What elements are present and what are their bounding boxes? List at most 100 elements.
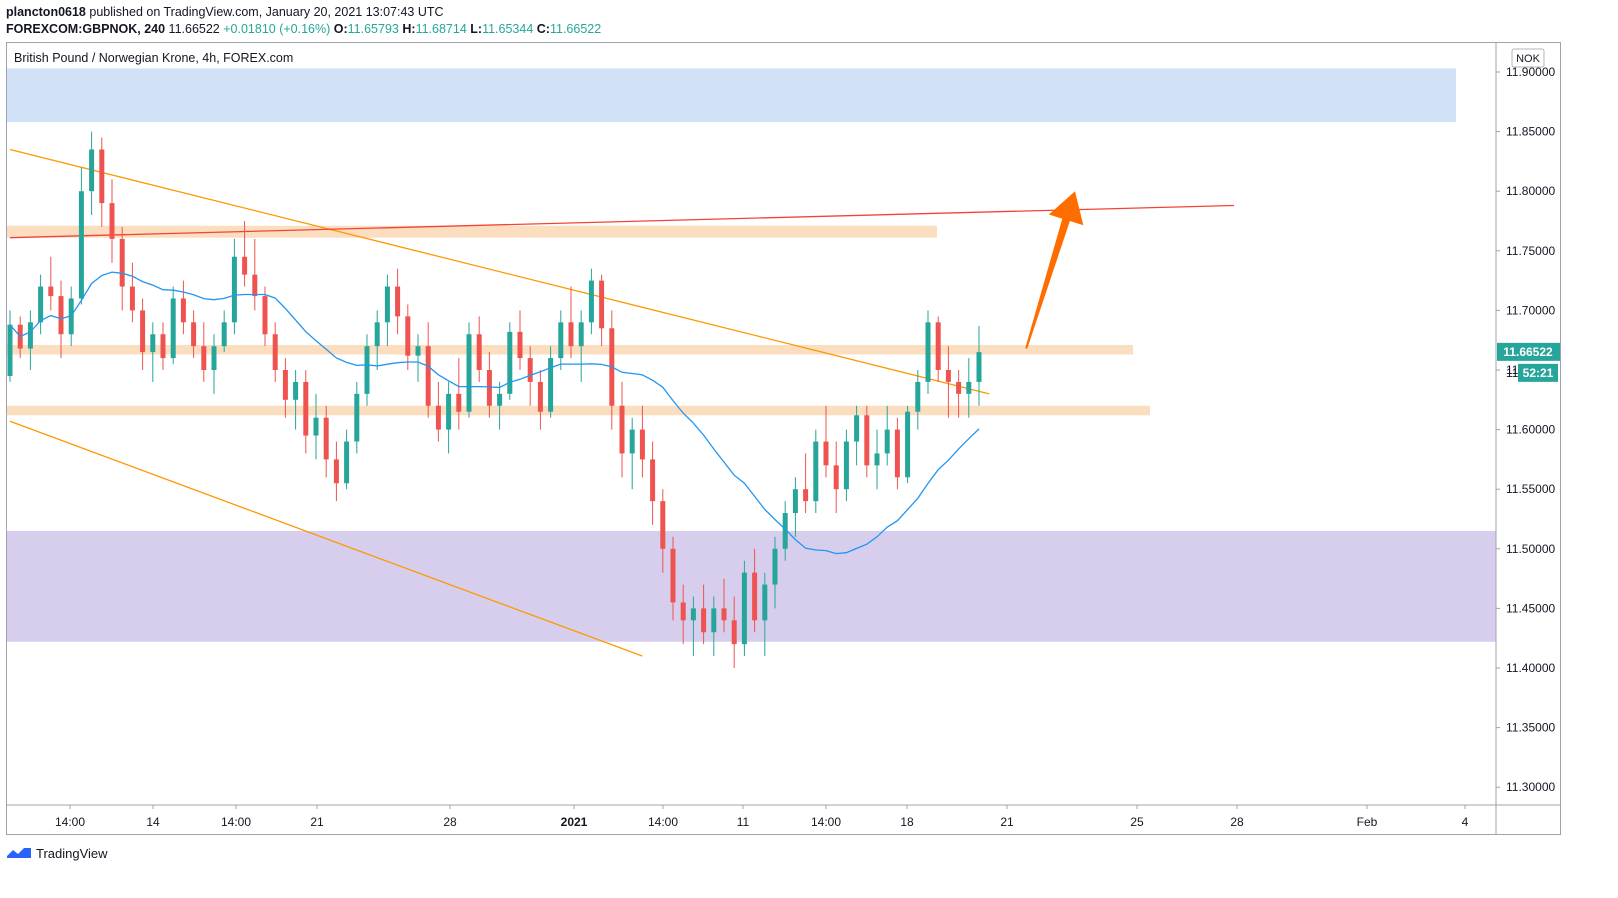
candle-body — [752, 572, 758, 621]
candle-body — [731, 620, 737, 645]
open-label: O: — [333, 22, 348, 36]
candle-body — [507, 331, 513, 394]
candle — [792, 477, 798, 537]
level-11-62 — [7, 405, 1150, 416]
candle-body — [925, 322, 931, 382]
candle-body — [548, 358, 554, 412]
candle-body — [588, 280, 594, 323]
candle — [7, 310, 13, 382]
candle — [803, 453, 809, 514]
y-tick-label: 11.60000 — [1506, 423, 1555, 437]
level-11-77 — [7, 225, 937, 238]
candle-body — [354, 393, 360, 442]
candle — [405, 304, 411, 370]
candle — [89, 131, 95, 216]
candle-body — [517, 331, 523, 359]
candle — [772, 536, 778, 609]
candle — [690, 596, 696, 657]
candle-body — [833, 465, 839, 490]
candle-body — [435, 405, 441, 430]
candle — [374, 310, 380, 370]
y-tick-label: 11.50000 — [1506, 542, 1555, 556]
last-price: 11.66522 — [168, 22, 220, 36]
candle — [364, 334, 370, 406]
candle — [160, 322, 166, 370]
candle — [741, 560, 747, 657]
supply-zone — [7, 68, 1456, 123]
symbol-legend: FOREXCOM:GBPNOK, 240 11.66522 +0.01810 (… — [6, 22, 601, 36]
x-tick-label: 14:00 — [811, 815, 841, 829]
candle-body — [772, 548, 778, 585]
candle-body — [323, 417, 329, 460]
y-tick-label: 11.70000 — [1506, 303, 1555, 317]
publisher-name[interactable]: plancton0618 — [6, 5, 86, 19]
candle — [823, 405, 829, 478]
candle-body — [211, 346, 217, 370]
candle-body — [599, 280, 605, 329]
candle — [425, 322, 431, 418]
candle-body — [78, 191, 84, 299]
candle-body — [242, 256, 248, 275]
candle — [864, 405, 870, 478]
candle — [976, 325, 982, 406]
candle-body — [119, 238, 125, 287]
candle — [568, 286, 574, 359]
candle — [140, 298, 146, 370]
candle-body — [262, 296, 268, 335]
candle-body — [221, 322, 227, 347]
candle-body — [252, 274, 258, 297]
y-tick-label: 11.35000 — [1506, 721, 1555, 735]
low-label: L: — [470, 22, 483, 36]
footer: TradingView — [6, 843, 108, 863]
x-tick-label: 11 — [737, 815, 750, 829]
candle-body — [384, 286, 390, 323]
candle — [221, 310, 227, 353]
candle — [354, 381, 360, 454]
candle-body — [58, 296, 64, 335]
symbol-name[interactable]: FOREXCOM:GBPNOK, 240 — [6, 22, 166, 36]
candle — [915, 370, 921, 430]
candle-body — [935, 322, 941, 370]
candle — [639, 405, 645, 478]
candle-body — [792, 489, 798, 514]
candle — [27, 310, 33, 370]
candle — [191, 310, 197, 359]
candle — [395, 268, 401, 335]
high-label: H: — [402, 22, 416, 36]
level-11-67 — [7, 344, 1133, 355]
candle-body — [854, 415, 860, 442]
x-tick-label: 21 — [310, 815, 324, 829]
candle — [548, 346, 554, 418]
candle-body — [425, 346, 431, 406]
candle-body — [109, 203, 115, 239]
candle — [945, 346, 951, 418]
candle — [966, 358, 972, 418]
candle-body — [945, 370, 951, 382]
candle — [711, 596, 717, 657]
tradingview-logo-icon[interactable] — [6, 846, 32, 860]
candle-body — [89, 149, 95, 192]
axes-layer: 11.90000 11.85000 11.80000 11.75000 11.70000… — [7, 43, 1561, 835]
x-tick-label: 14:00 — [221, 815, 251, 829]
candle-body — [303, 381, 309, 436]
y-tick-label: 11.30000 — [1506, 780, 1555, 794]
x-tick-label: 21 — [1000, 815, 1014, 829]
candle — [48, 256, 54, 311]
candle — [905, 405, 911, 484]
candle — [180, 280, 186, 335]
candle — [670, 536, 676, 621]
candle-body — [231, 256, 237, 323]
y-tick-label: 11.80000 — [1506, 184, 1555, 198]
candle — [78, 167, 84, 305]
chart-frame — [6, 42, 1561, 835]
x-tick-label: 18 — [900, 815, 914, 829]
candle-body — [27, 322, 33, 349]
candle — [476, 316, 482, 382]
candle-body — [670, 548, 676, 603]
candle-body — [201, 346, 207, 370]
candle-body — [537, 381, 543, 412]
arrow-annotation-layer — [1025, 191, 1084, 349]
candle-body — [619, 405, 625, 454]
candle-body — [333, 459, 339, 484]
